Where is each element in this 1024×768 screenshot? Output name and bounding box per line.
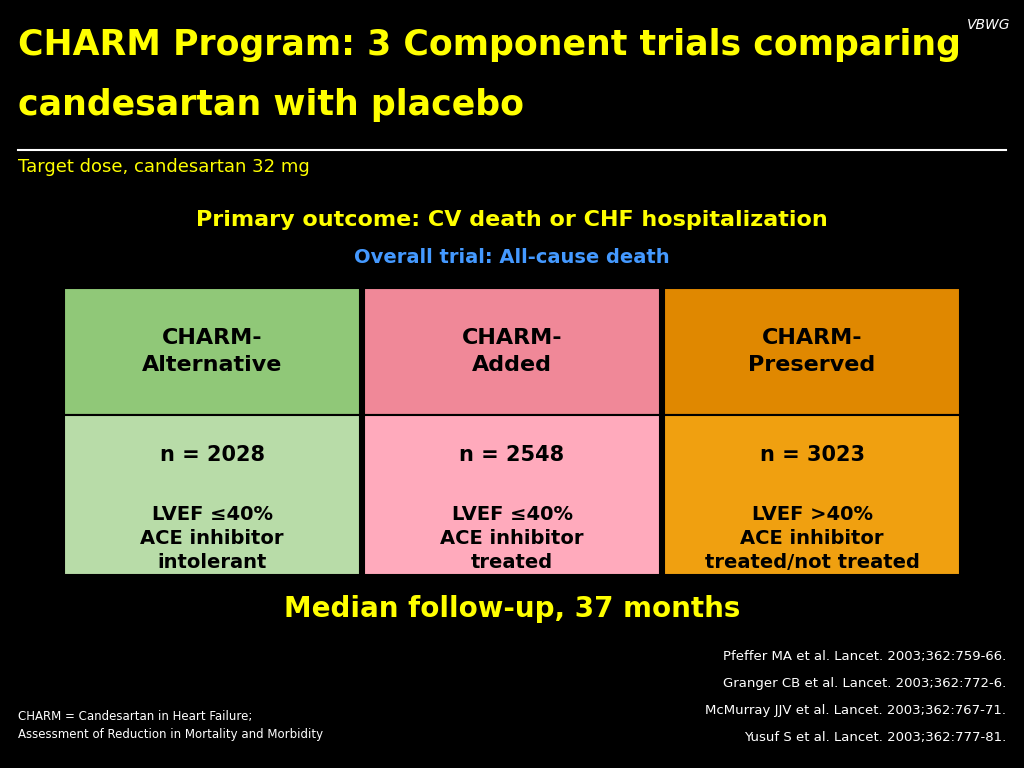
Text: LVEF ≤40%
ACE inhibitor
treated: LVEF ≤40% ACE inhibitor treated bbox=[440, 505, 584, 572]
Text: CHARM-
Preserved: CHARM- Preserved bbox=[749, 328, 876, 375]
Text: Median follow-up, 37 months: Median follow-up, 37 months bbox=[284, 595, 740, 623]
Text: n = 3023: n = 3023 bbox=[760, 445, 864, 465]
Text: Overall trial: All-cause death: Overall trial: All-cause death bbox=[354, 248, 670, 267]
Bar bbox=[63, 415, 360, 575]
Text: Yusuf S et al. Lancet. 2003;362:777-81.: Yusuf S et al. Lancet. 2003;362:777-81. bbox=[743, 731, 1006, 744]
Text: n = 2028: n = 2028 bbox=[160, 445, 264, 465]
Bar bbox=[664, 415, 961, 575]
Text: Target dose, candesartan 32 mg: Target dose, candesartan 32 mg bbox=[18, 158, 309, 176]
Text: CHARM Program: 3 Component trials comparing: CHARM Program: 3 Component trials compar… bbox=[18, 28, 961, 62]
Text: candesartan with placebo: candesartan with placebo bbox=[18, 88, 524, 122]
Text: n = 2548: n = 2548 bbox=[460, 445, 564, 465]
Text: McMurray JJV et al. Lancet. 2003;362:767-71.: McMurray JJV et al. Lancet. 2003;362:767… bbox=[705, 704, 1006, 717]
Text: CHARM-
Alternative: CHARM- Alternative bbox=[141, 328, 283, 375]
Text: Pfeffer MA et al. Lancet. 2003;362:759-66.: Pfeffer MA et al. Lancet. 2003;362:759-6… bbox=[723, 650, 1006, 663]
Text: LVEF ≤40%
ACE inhibitor
intolerant: LVEF ≤40% ACE inhibitor intolerant bbox=[140, 505, 284, 572]
Text: LVEF >40%
ACE inhibitor
treated/not treated: LVEF >40% ACE inhibitor treated/not trea… bbox=[705, 505, 920, 572]
Text: Granger CB et al. Lancet. 2003;362:772-6.: Granger CB et al. Lancet. 2003;362:772-6… bbox=[723, 677, 1006, 690]
Bar bbox=[63, 288, 360, 415]
Text: Primary outcome: CV death or CHF hospitalization: Primary outcome: CV death or CHF hospita… bbox=[197, 210, 827, 230]
Text: CHARM-
Added: CHARM- Added bbox=[462, 328, 562, 375]
Text: CHARM = Candesartan in Heart Failure;: CHARM = Candesartan in Heart Failure; bbox=[18, 710, 252, 723]
Bar bbox=[664, 288, 961, 415]
Text: Assessment of Reduction in Mortality and Morbidity: Assessment of Reduction in Mortality and… bbox=[18, 728, 324, 741]
Text: VBWG: VBWG bbox=[967, 18, 1010, 32]
Bar bbox=[364, 415, 660, 575]
Bar bbox=[364, 288, 660, 415]
